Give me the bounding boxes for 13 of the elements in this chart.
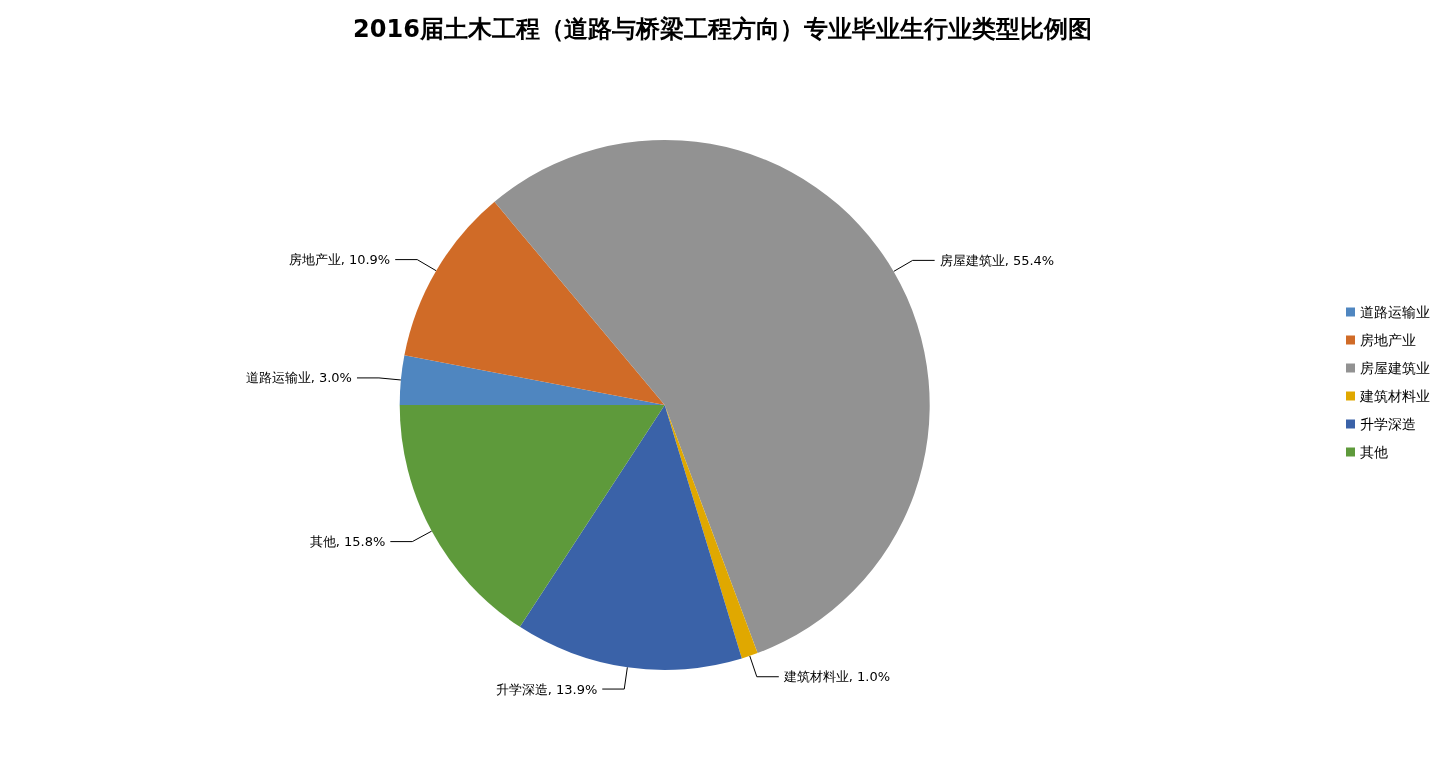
legend-label: 建筑材料业 [1359,388,1430,404]
legend-label: 其他 [1360,444,1388,460]
data-label: 房屋建筑业, 55.4% [939,252,1055,268]
data-label: 其他, 15.8% [309,534,386,550]
legend-label: 房屋建筑业 [1360,360,1430,376]
chart-title: 2016届土木工程（道路与桥梁工程方向）专业毕业生行业类型比例图 [353,15,1092,43]
legend-label: 道路运输业 [1360,304,1430,320]
data-label: 房地产业, 10.9% [288,252,391,268]
data-label: 升学深造, 13.9% [495,681,598,697]
legend-label: 升学深造 [1360,416,1416,432]
data-label: 建筑材料业, 1.0% [782,669,891,685]
data-label: 道路运输业, 3.0% [245,370,352,386]
legend-label: 房地产业 [1360,332,1416,348]
